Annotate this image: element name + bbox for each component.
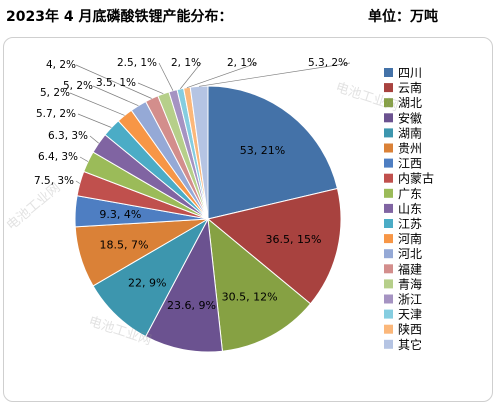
legend-swatch xyxy=(384,158,393,168)
leader-line xyxy=(89,135,99,144)
legend-swatch xyxy=(384,143,393,153)
data-label: 5.3, 2% xyxy=(308,57,348,69)
legend-entry: 河南 xyxy=(398,231,422,246)
legend-swatch xyxy=(384,294,393,304)
leader-line xyxy=(79,156,89,162)
legend-entry: 天津 xyxy=(398,308,422,322)
slice-2-湖北 xyxy=(207,217,312,352)
data-label: 36.5, 15% xyxy=(266,233,322,246)
data-label: 23.6, 9% xyxy=(167,299,216,312)
legend-swatch xyxy=(384,279,393,289)
data-labels: 53, 21% 36.5, 15% 30.5, 12% 23.6, 9%22, 9% 1… xyxy=(34,57,348,312)
leader-line xyxy=(75,64,152,99)
legend-swatch xyxy=(384,339,393,349)
data-label: 22, 9% xyxy=(128,276,166,289)
data-label: 18.5, 7% xyxy=(100,238,149,251)
legend-swatch xyxy=(384,249,393,259)
legend-entry: 河北 xyxy=(398,247,422,261)
slice-0-四川 xyxy=(207,85,339,220)
legend-swatch xyxy=(384,173,393,183)
leader-line xyxy=(69,92,125,116)
legend-entry: 内蒙古 xyxy=(398,171,434,186)
leader-line xyxy=(137,82,164,95)
legend-entry: 福建 xyxy=(398,261,422,276)
chart-frame xyxy=(3,37,493,402)
legend-entry: 湖北 xyxy=(398,95,422,110)
legend-swatch xyxy=(384,98,393,108)
leader-line xyxy=(199,62,351,87)
data-label: 2, 1% xyxy=(227,57,257,69)
leader-line xyxy=(186,62,258,89)
slice-3-安徽 xyxy=(144,217,223,353)
data-label: 4, 2% xyxy=(46,59,76,71)
unit-label: 单位：万吨 xyxy=(368,9,438,25)
legend-entry: 安徽 xyxy=(398,110,422,125)
legend-entry: 云南 xyxy=(398,80,422,95)
legend-swatch xyxy=(384,324,393,334)
legend-entry: 四川 xyxy=(398,66,422,80)
data-label: 3.5, 1% xyxy=(96,77,136,89)
leader-line xyxy=(180,62,202,90)
legend-swatch xyxy=(384,264,393,274)
leader-lines xyxy=(69,62,351,184)
legend-entry: 山东 xyxy=(398,202,422,216)
legend-swatch xyxy=(384,128,393,138)
legend-swatch xyxy=(384,309,393,319)
data-label: 6.3, 3% xyxy=(48,130,88,142)
data-label: 2, 1% xyxy=(171,57,201,69)
legend-swatch xyxy=(384,234,393,244)
legend-swatch xyxy=(384,83,393,93)
leader-line xyxy=(92,85,139,107)
data-label: 2.5, 1% xyxy=(117,57,157,69)
leader-line xyxy=(158,62,174,91)
data-label: 5, 2% xyxy=(63,80,93,92)
legend-swatch xyxy=(384,219,393,228)
data-label: 9.3, 4% xyxy=(99,208,141,221)
legend-swatch xyxy=(384,113,393,123)
leader-line xyxy=(75,180,80,184)
legend-swatch xyxy=(384,203,393,213)
slice-1-云南 xyxy=(206,187,342,305)
legend-entry: 其它 xyxy=(398,337,422,352)
leader-line xyxy=(77,113,112,128)
data-label: 30.5, 12% xyxy=(222,290,278,303)
legend-swatch xyxy=(384,188,393,198)
data-label: 53, 21% xyxy=(240,144,285,157)
data-label: 5.7, 2% xyxy=(36,108,76,120)
legend-entry: 江西 xyxy=(398,157,422,171)
legend-entry: 青海 xyxy=(398,276,422,291)
legend-entry: 浙江 xyxy=(398,293,422,307)
legend-entry: 贵州 xyxy=(398,142,422,156)
legend-swatch xyxy=(384,68,393,77)
data-label: 7.5, 3% xyxy=(34,175,74,187)
legend-entry: 陕西 xyxy=(398,322,422,337)
chart-title: 2023年 4 月底磷酸铁锂产能分布： xyxy=(6,9,233,25)
data-label: 5, 2% xyxy=(40,87,70,99)
data-label: 6.4, 3% xyxy=(38,151,78,163)
legend-entry: 江苏 xyxy=(398,217,422,231)
legend-entry: 湖南 xyxy=(398,125,422,140)
chart-header: 2023年 4 月底磷酸铁锂产能分布： 单位：万吨 xyxy=(0,0,498,30)
legend-entry: 广东 xyxy=(398,187,422,201)
pie-slices xyxy=(74,85,342,353)
